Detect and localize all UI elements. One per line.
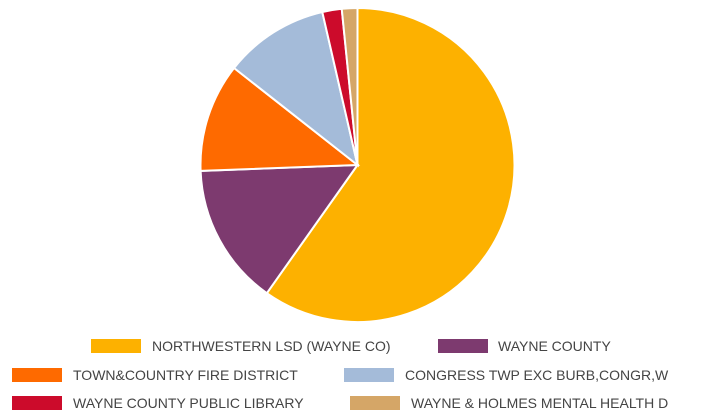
legend-label-4[interactable]: WAYNE COUNTY PUBLIC LIBRARY	[73, 395, 304, 411]
legend-label-1[interactable]: WAYNE COUNTY	[498, 338, 611, 354]
legend-swatch-4[interactable]	[12, 396, 62, 410]
pie-slice-5[interactable]	[340, 6, 359, 166]
legend-swatch-5[interactable]	[350, 396, 400, 410]
pie-slice-2[interactable]	[199, 66, 361, 172]
legend-label-0[interactable]: NORTHWESTERN LSD (WAYNE CO)	[152, 338, 391, 354]
legend-swatch-2[interactable]	[12, 368, 62, 382]
legend: NORTHWESTERN LSD (WAYNE CO) WAYNE COUNTY T…	[12, 338, 669, 411]
legend-swatch-0[interactable]	[91, 339, 141, 353]
pie-slice-0[interactable]	[265, 6, 516, 323]
pie-slice-1[interactable]	[199, 163, 360, 295]
legend-swatch-3[interactable]	[344, 368, 394, 382]
legend-label-3[interactable]: CONGRESS TWP EXC BURB,CONGR,W	[405, 367, 669, 383]
pie-slices	[199, 6, 516, 323]
legend-label-5[interactable]: WAYNE & HOLMES MENTAL HEALTH D	[411, 395, 668, 411]
legend-swatch-1[interactable]	[438, 339, 488, 353]
pie-slice-3[interactable]	[232, 10, 360, 168]
legend-label-2[interactable]: TOWN&COUNTRY FIRE DISTRICT	[73, 367, 298, 383]
